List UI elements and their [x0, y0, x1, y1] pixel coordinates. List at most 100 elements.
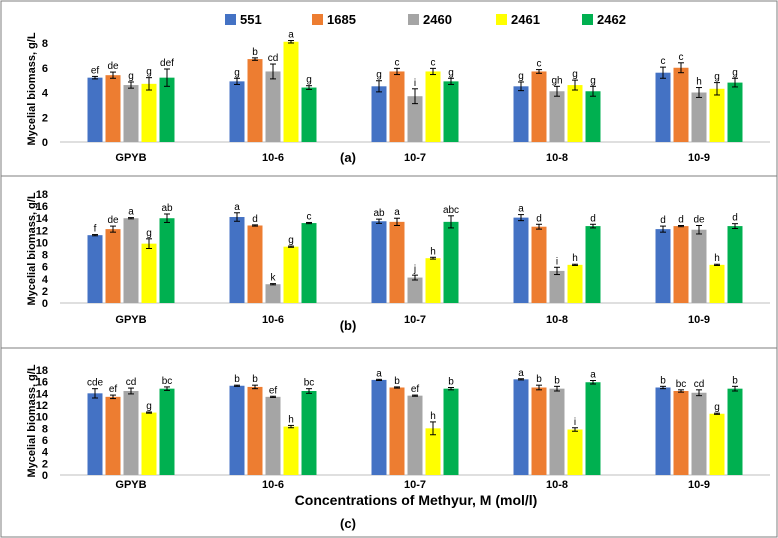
bar-2462-GPYB [159, 218, 175, 303]
significance-letter: g [572, 69, 578, 80]
significance-letter: g [590, 75, 596, 86]
panel-label: (b) [340, 318, 357, 333]
significance-letter: g [448, 67, 454, 78]
legend-swatch-2462 [582, 14, 593, 25]
bar-2461-10-6 [283, 41, 299, 143]
bar-551-10-9 [655, 387, 671, 475]
panel-label: (a) [340, 150, 356, 165]
significance-letter: c [679, 52, 684, 63]
bar-551-GPYB [87, 235, 103, 303]
bar-2461-10-8 [567, 85, 583, 142]
bar-1685-GPYB [105, 396, 121, 475]
significance-letter: de [107, 61, 119, 72]
significance-letter: b [732, 375, 738, 386]
significance-letter: i [414, 78, 416, 89]
bar-2461-10-9 [709, 413, 725, 475]
significance-letter: a [288, 30, 294, 41]
bar-551-10-7 [371, 379, 387, 475]
significance-letter: g [146, 228, 152, 239]
bar-1685-10-6 [247, 386, 263, 475]
category-label: 10-6 [262, 479, 284, 491]
bar-2460-10-8 [549, 388, 565, 475]
y-tick-label: 6 [42, 435, 48, 447]
significance-letter: b [252, 374, 258, 385]
significance-letter: a [518, 204, 524, 215]
y-tick-label: 8 [42, 423, 48, 435]
significance-letter: g [714, 72, 720, 83]
bar-2461-10-6 [283, 426, 299, 475]
y-tick-label: 12 [36, 400, 48, 412]
category-label: GPYB [115, 314, 146, 326]
bar-2461-10-9 [709, 264, 725, 303]
y-tick-label: 18 [36, 189, 48, 201]
panel-label: (c) [340, 516, 356, 531]
bar-1685-10-9 [673, 226, 689, 303]
bar-2462-10-9 [727, 226, 743, 303]
significance-letter: bc [676, 379, 687, 390]
significance-letter: ef [269, 385, 278, 396]
category-label: 10-9 [688, 479, 710, 491]
bar-2462-10-6 [301, 87, 317, 142]
significance-letter: c [307, 211, 312, 222]
bar-2462-10-8 [585, 382, 601, 475]
significance-letter: j [413, 264, 416, 275]
significance-letter: d [252, 214, 258, 225]
y-tick-label: 6 [42, 262, 48, 274]
y-tick-label: 14 [36, 213, 49, 225]
significance-letter: g [714, 402, 720, 413]
bar-1685-10-8 [531, 71, 547, 142]
bar-2462-GPYB [159, 388, 175, 475]
significance-letter: d [590, 213, 596, 224]
bar-1685-10-9 [673, 67, 689, 142]
bar-551-10-8 [513, 379, 529, 475]
y-tick-label: 8 [42, 38, 48, 50]
significance-letter: b [448, 377, 454, 388]
bar-2461-10-7 [425, 71, 441, 142]
bar-2460-GPYB [123, 391, 139, 475]
y-tick-label: 2 [42, 112, 48, 124]
significance-letter: g [128, 71, 134, 82]
significance-letter: g [146, 67, 152, 78]
legend-label-551: 551 [240, 12, 262, 27]
panel-c-frame [0, 347, 778, 538]
bar-551-10-8 [513, 86, 529, 142]
significance-letter: h [572, 253, 578, 264]
bar-2462-10-9 [727, 82, 743, 142]
bar-2462-10-7 [443, 388, 459, 475]
significance-letter: a [394, 207, 400, 218]
bar-2462-10-9 [727, 388, 743, 475]
significance-letter: g [376, 70, 382, 81]
significance-letter: h [714, 253, 720, 264]
y-axis-title: Mycelial biomass, g/L [26, 364, 38, 477]
bar-2460-10-6 [265, 396, 281, 475]
significance-letter: bc [304, 378, 315, 389]
y-tick-label: 4 [42, 447, 49, 459]
category-label: 10-9 [688, 152, 710, 164]
significance-letter: cd [694, 379, 705, 390]
significance-letter: a [376, 368, 382, 379]
category-label: 10-6 [262, 314, 284, 326]
significance-letter: b [554, 375, 560, 386]
legend-label-2460: 2460 [423, 12, 452, 27]
bar-2460-10-6 [265, 71, 281, 142]
significance-letter: b [536, 374, 542, 385]
bar-2460-10-7 [407, 277, 423, 303]
significance-letter: g [732, 67, 738, 78]
significance-letter: g [146, 401, 152, 412]
significance-letter: b [660, 375, 666, 386]
significance-letter: ef [109, 384, 118, 395]
category-label: 10-8 [546, 479, 568, 491]
bar-2460-GPYB [123, 85, 139, 142]
significance-letter: abc [443, 205, 459, 216]
y-axis-title: Mycelial biomass, g/L [26, 192, 38, 305]
significance-letter: i [556, 256, 558, 267]
significance-letter: g [234, 67, 240, 78]
y-tick-label: 8 [42, 250, 48, 262]
y-tick-label: 2 [42, 286, 48, 298]
significance-letter: g [518, 71, 524, 82]
